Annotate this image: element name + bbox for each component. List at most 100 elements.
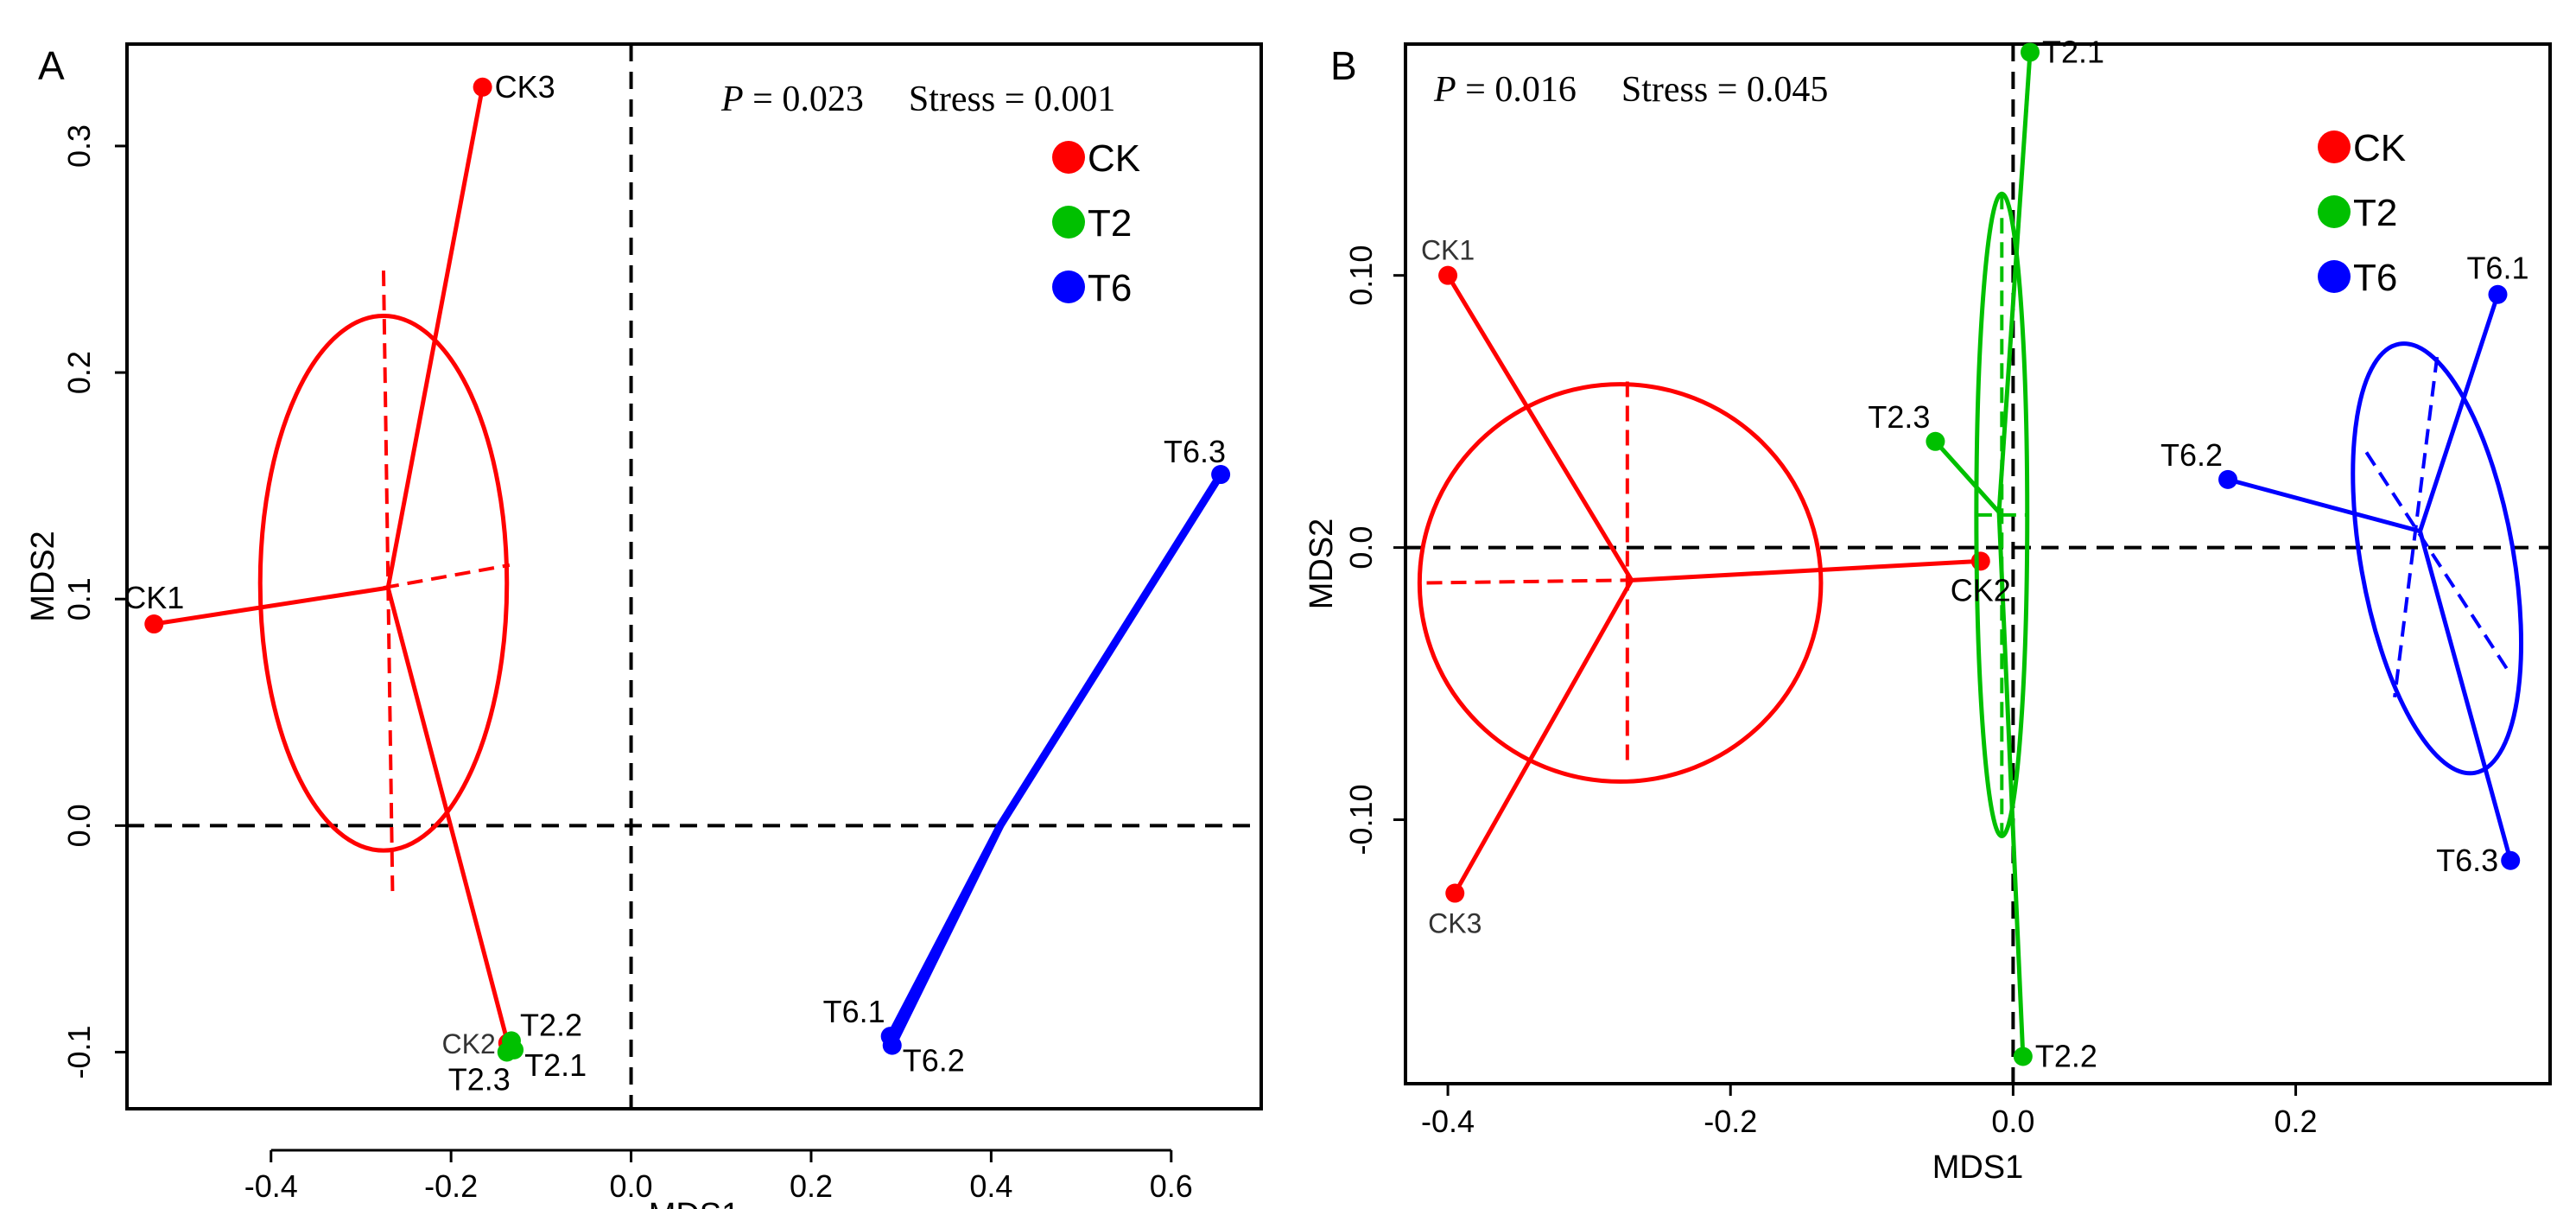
x-tick-label: -0.2 <box>424 1168 478 1204</box>
panel-b: B -0.4 -0.2 0.0 0.2 MDS1 -0.10 0.0 0.10 MDS2 P = 0… <box>1304 34 2552 1186</box>
data-point-ck2 <box>1970 551 1990 571</box>
point-label: T6.3 <box>1164 434 1226 469</box>
spider-line <box>153 585 389 627</box>
point-label: T6.1 <box>823 994 885 1029</box>
group-ellipse <box>1417 382 1824 784</box>
y-tick-label: -0.1 <box>61 1025 97 1079</box>
legend-label-t6: T6 <box>1088 267 1132 309</box>
point-label: T2.3 <box>1868 399 1930 435</box>
x-axis-label: MDS1 <box>1932 1149 2024 1186</box>
ellipse-axis <box>1426 578 1627 585</box>
point-label: T6.1 <box>2466 251 2528 286</box>
legend-label-ck: CK <box>2353 127 2406 169</box>
legend-label-ck: CK <box>1088 137 1140 180</box>
data-point-t2-1 <box>2021 42 2040 62</box>
point-label: CK2 <box>442 1028 496 1059</box>
point-label: T2.1 <box>524 1047 587 1083</box>
x-tick-label: 0.2 <box>790 1168 833 1204</box>
point-label: T2.2 <box>2035 1039 2097 1074</box>
legend-marker-t6 <box>1052 270 1085 303</box>
data-point-t6-2 <box>882 1035 902 1055</box>
panel-letter: B <box>1330 43 1357 88</box>
x-tick-label: 0.0 <box>610 1168 653 1204</box>
legend-marker-t6 <box>2318 260 2351 293</box>
spider-line <box>1996 52 2033 512</box>
legend-label-t2: T2 <box>2353 192 2397 234</box>
stress-value: Stress = 0.045 <box>1621 70 1829 110</box>
spider-line <box>1453 579 1634 894</box>
x-tick-label: 0.0 <box>1991 1104 2034 1139</box>
data-point-t2-3 <box>1926 431 1945 451</box>
x-axis-label: MDS1 <box>649 1197 740 1209</box>
point-label: CK3 <box>1428 908 1482 939</box>
stats-annotation: P = 0.023 Stress = 0.001 <box>720 80 1115 119</box>
panel-a: A -0.4 -0.2 0.0 0.2 0.4 0.6 MDS1 -0.1 0.0 0.1 0.2 0.… <box>25 42 1263 1209</box>
legend-label-t6: T6 <box>2353 257 2397 299</box>
x-tick-label: -0.4 <box>244 1168 298 1204</box>
spider-line <box>888 824 1004 1047</box>
x-tick-label: 0.2 <box>2275 1104 2318 1139</box>
p-value: = 0.023 <box>744 80 864 119</box>
ellipse-axis <box>381 270 395 892</box>
stats-annotation: P = 0.016 Stress = 0.045 <box>1433 70 1828 110</box>
x-tick-label: -0.4 <box>1421 1104 1475 1139</box>
y-tick-label: 0.0 <box>61 804 97 847</box>
legend-marker-ck <box>2318 130 2351 163</box>
plot-frame <box>1404 42 2552 1085</box>
x-tick-label: 0.4 <box>969 1168 1012 1204</box>
data-point-t6-1 <box>2488 284 2508 304</box>
p-label: P <box>1433 70 1456 110</box>
data-point-ck3 <box>473 77 492 97</box>
group-t2 <box>1926 42 2040 1066</box>
data-point-t6-2 <box>2218 469 2238 489</box>
y-tick-label: 0.1 <box>61 577 97 620</box>
p-label: P <box>720 80 744 119</box>
x-tick-label: 0.6 <box>1150 1168 1193 1204</box>
group-ellipse <box>257 314 510 853</box>
x-tick-label: -0.2 <box>1704 1104 1757 1139</box>
y-tick-label: 0.3 <box>61 124 97 168</box>
y-axis-label: MDS2 <box>25 531 61 622</box>
spider-line <box>1933 440 2001 514</box>
spider-line <box>1996 512 2026 1057</box>
legend-marker-t2 <box>1052 206 1085 239</box>
data-point-t2-2 <box>2013 1047 2033 1066</box>
point-label: T6.2 <box>903 1043 965 1079</box>
y-axis-label: MDS2 <box>1304 519 1340 610</box>
spider-line <box>996 472 1224 828</box>
ellipse-axis <box>383 563 511 590</box>
point-label: T2.3 <box>448 1061 511 1097</box>
group-ck <box>1417 265 1990 903</box>
point-label: T2.1 <box>2042 34 2104 69</box>
group-t6 <box>880 465 1231 1055</box>
ellipse-axis <box>2393 356 2440 698</box>
point-label: CK1 <box>124 580 184 615</box>
panel-letter: A <box>38 43 65 88</box>
y-tick-label: 0.0 <box>1343 526 1379 570</box>
stress-value: Stress = 0.001 <box>909 80 1116 119</box>
data-point-t6-3 <box>2501 850 2521 870</box>
legend-marker-ck <box>1052 141 1085 174</box>
point-label: T6.2 <box>2160 437 2223 473</box>
data-point-ck3 <box>1445 883 1465 903</box>
spider-line <box>2418 531 2513 862</box>
point-label: CK1 <box>1421 235 1475 266</box>
ellipse-axis <box>2364 451 2509 671</box>
legend-marker-t2 <box>2318 195 2351 228</box>
legend-label-t2: T2 <box>1088 202 1132 245</box>
y-tick-label: 0.10 <box>1343 245 1379 306</box>
group-ellipse <box>2351 341 2524 776</box>
p-value: = 0.016 <box>1456 70 1577 110</box>
spider-line <box>1631 558 1981 582</box>
point-label: T2.2 <box>520 1007 582 1042</box>
point-label: CK3 <box>495 69 555 105</box>
spider-line <box>2227 477 2421 534</box>
spider-line <box>2418 293 2500 532</box>
spider-line <box>385 86 485 589</box>
data-point-ck1 <box>1438 265 1458 285</box>
group-t6 <box>2218 284 2524 870</box>
data-point-t2-3 <box>497 1042 517 1062</box>
point-label: T6.3 <box>2436 843 2498 878</box>
y-tick-label: 0.2 <box>61 351 97 394</box>
